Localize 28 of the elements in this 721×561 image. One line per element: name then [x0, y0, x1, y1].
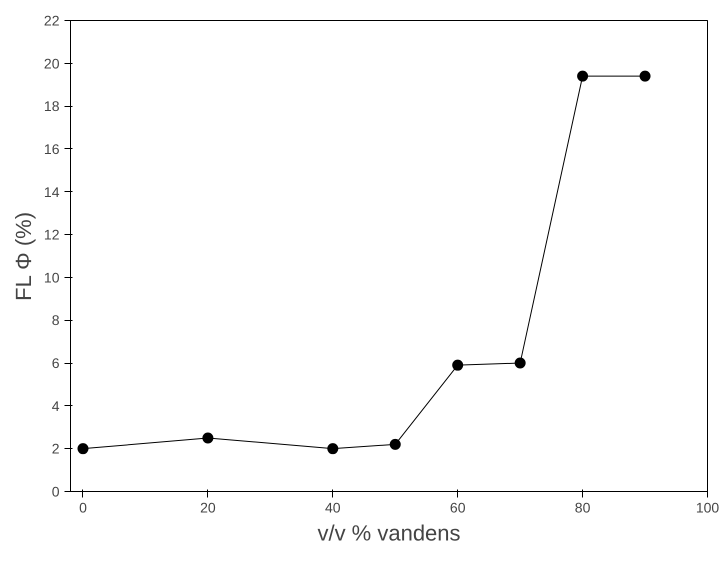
x-tick-label: 80 — [574, 500, 591, 516]
y-tick-label: 16 — [44, 140, 60, 157]
y-tick-label: 4 — [52, 398, 60, 414]
y-tick-label: 8 — [52, 312, 60, 328]
x-tick-label: 60 — [450, 500, 466, 516]
point — [390, 438, 401, 450]
x-tick-label: 100 — [696, 500, 720, 516]
point — [327, 443, 338, 454]
y-tick-label: 0 — [52, 484, 60, 500]
y-tick-label: 12 — [44, 226, 60, 243]
x-axis-title: v/v % vandens — [317, 520, 461, 546]
point — [640, 70, 651, 82]
y-tick-label: 18 — [44, 98, 60, 114]
y-axis-title: FL Φ (%) — [10, 212, 36, 301]
point — [202, 432, 214, 444]
point — [514, 358, 526, 369]
x-tick-label: 0 — [79, 500, 88, 516]
y-tick-label: 6 — [52, 355, 60, 372]
y-tick-label: 2 — [52, 440, 60, 457]
y-tick-label: 14 — [44, 184, 60, 200]
y-tick-label: 20 — [44, 55, 60, 72]
x-tick-label: 20 — [200, 500, 216, 516]
point — [77, 443, 88, 454]
x-tick-label: 40 — [325, 500, 341, 516]
point — [577, 70, 588, 82]
point — [452, 360, 464, 371]
y-tick-label: 22 — [44, 12, 60, 28]
y-tick-label: 10 — [44, 269, 60, 286]
